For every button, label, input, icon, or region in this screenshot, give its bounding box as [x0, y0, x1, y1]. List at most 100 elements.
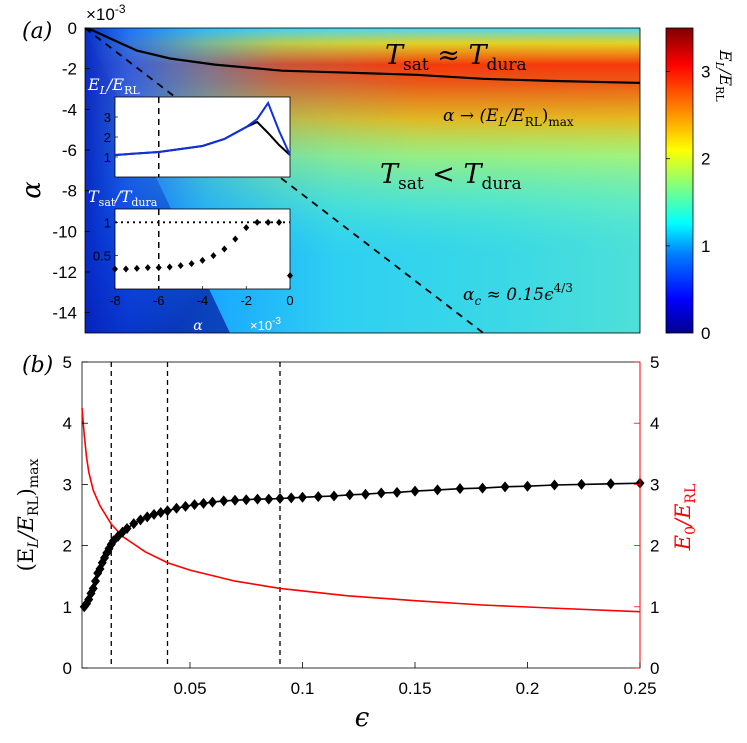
annotation-t-sat-less: Tsat < Tdura — [380, 159, 522, 194]
b-marker — [523, 480, 532, 492]
el-max-markers — [79, 477, 645, 613]
inset1-y-tick-label: 3 — [104, 110, 111, 125]
panel-a-label: (a) — [22, 19, 52, 44]
b-marker — [392, 486, 402, 498]
colorbar-label: EL/ERL — [713, 49, 735, 102]
b-x-tick-label: 0.1 — [291, 679, 315, 698]
panel-b: 0 1 2 3 4 5 0 1 2 3 4 5 0.05 0.1 0.15 0.2 0.25 (b) (EL/E… — [14, 353, 699, 733]
inset1-frame — [114, 96, 291, 178]
b-y-right-tick-label: 5 — [650, 353, 659, 372]
inset2-point — [112, 265, 118, 273]
b-y-left-tick-label: 0 — [63, 659, 72, 678]
b-marker — [286, 492, 296, 504]
colorbar-tick-label: 0 — [701, 324, 710, 343]
inset2-y-tick-label: 0.5 — [93, 249, 111, 264]
a-y-tick-label: -6 — [62, 141, 77, 160]
b-x-tick-label: 0.2 — [516, 679, 540, 698]
inset1-label: EL/ERL — [87, 75, 140, 97]
b-marker — [172, 502, 181, 514]
inset2-x-tick-label: -4 — [197, 293, 209, 308]
colorbar-ticks: 0 1 2 3 — [666, 63, 710, 343]
inset2-point — [210, 252, 217, 260]
inset2-label: Tsat/Tdura — [88, 187, 158, 209]
b-marker — [376, 487, 386, 499]
b-marker — [199, 497, 208, 509]
annotation-alpha-max: α → (EL/ERL)max — [443, 106, 574, 129]
colorbar-tick-label: 2 — [701, 150, 710, 169]
b-marker — [361, 488, 370, 500]
inset-el-vs-alpha: EL/ERL 1 2 3 — [87, 75, 291, 178]
inset2-point — [166, 263, 173, 271]
colorbar-tick-label: 3 — [701, 63, 710, 82]
inset-tsat-vs-alpha: Tsat/Tdura 0.5 1 -8 -6 -4 -2 0 α ×10-3 — [88, 187, 294, 334]
b-marker — [313, 491, 323, 503]
b-marker — [550, 479, 559, 491]
b-marker — [208, 496, 217, 508]
b-marker — [264, 493, 274, 505]
b-y-left-tick-label: 5 — [63, 353, 72, 372]
b-marker — [230, 494, 240, 506]
b-x-tick-label: 0.25 — [623, 679, 656, 698]
b-marker — [606, 478, 616, 490]
b-marker — [163, 505, 172, 517]
a-y-tick-label: -8 — [62, 182, 77, 201]
annotation-alpha-c: αc ≈ 0.15ϵ4/3 — [463, 281, 573, 308]
b-y-left-tick-label: 2 — [63, 537, 72, 556]
b-marker — [478, 482, 487, 494]
inset2-point — [177, 262, 184, 270]
a-y-tick-label: -10 — [52, 222, 77, 241]
inset1-y-ticks: 1 2 3 — [104, 110, 118, 165]
b-y-right-tick-label: 3 — [650, 475, 659, 494]
critical-line — [84, 27, 484, 334]
a-y-tick-label: -2 — [62, 60, 77, 79]
inset2-point — [287, 272, 293, 280]
b-marker — [500, 481, 510, 493]
inset2-points — [112, 218, 293, 280]
inset2-point — [221, 245, 228, 253]
a-y-tick-label: -4 — [62, 100, 77, 119]
b-marker — [410, 485, 420, 497]
b-y-right-tick-label: 1 — [650, 598, 659, 617]
max-curve — [84, 27, 641, 84]
inset2-point — [265, 218, 272, 226]
b-marker — [156, 507, 166, 519]
panel-a-y-ticks: 0 -2 -4 -6 -8 -10 -12 -14 — [52, 19, 90, 323]
a-y-tick-label: -12 — [52, 263, 77, 282]
inset1-blue-curve — [114, 100, 291, 156]
b-marker — [142, 511, 152, 523]
inset2-point — [188, 260, 195, 268]
inset2-x-tick-label: -6 — [153, 293, 165, 308]
inset2-point — [199, 256, 206, 264]
panel-b-label: (b) — [22, 353, 53, 378]
b-marker — [329, 490, 339, 502]
b-y-left-tick-label: 4 — [63, 414, 72, 433]
panel-a-y-scale: ×10-3 — [86, 2, 126, 24]
inset1-y-tick-label: 1 — [104, 150, 111, 165]
b-y-right-tick-label: 0 — [650, 659, 659, 678]
colorbar — [665, 27, 694, 334]
inset2-x-tick-label: -2 — [240, 293, 252, 308]
b-y-right-tick-label: 4 — [650, 414, 659, 433]
b-marker — [136, 514, 145, 526]
b-marker — [122, 522, 132, 534]
inset2-x-tick-label: 0 — [286, 293, 293, 308]
inset2-point — [133, 264, 140, 272]
b-y-left-tick-label: 3 — [63, 475, 72, 494]
e0-curve — [81, 407, 641, 613]
b-y-left-tick-label: 1 — [63, 598, 72, 617]
inset2-point — [122, 265, 129, 273]
b-marker — [181, 500, 190, 512]
colorbar-tick-label: 1 — [701, 237, 710, 256]
inset2-x-label: α — [193, 318, 203, 334]
panel-b-y-right-label: E0/ERL — [671, 484, 699, 552]
b-marker — [149, 508, 159, 520]
inset2-point — [276, 218, 283, 226]
panel-b-frame — [81, 361, 641, 669]
inset2-y-tick-label: 1 — [104, 215, 111, 230]
b-marker — [241, 494, 251, 506]
b-marker — [190, 499, 199, 511]
inset2-point — [144, 264, 151, 272]
inset2-frame — [114, 208, 291, 290]
b-y-right-tick-label: 2 — [650, 537, 659, 556]
